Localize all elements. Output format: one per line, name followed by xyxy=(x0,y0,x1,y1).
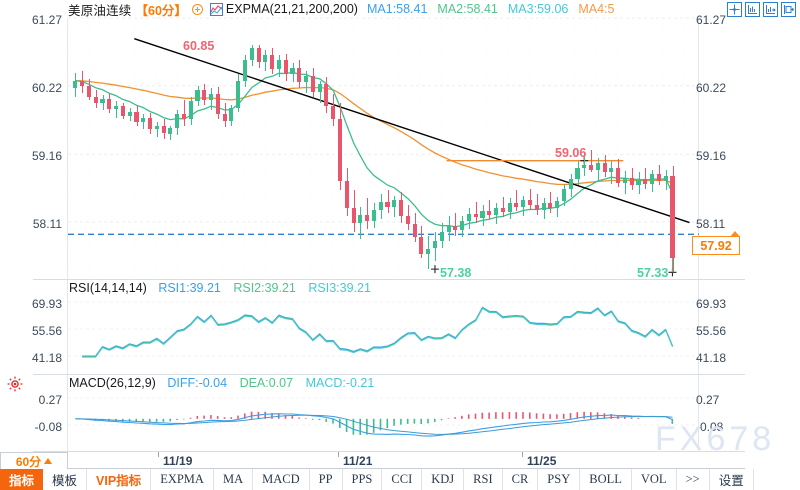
indicator-toolbar[interactable]: 指标 模板 VIP指标 EXPMA MA MACD PP PPS CCI KDJ RSI CR PSY B… xyxy=(0,469,800,490)
macd-name-label: MACD(26,12,9) xyxy=(69,376,156,390)
chart-scale-icon[interactable] xyxy=(745,2,760,17)
rsi-pane[interactable]: RSI(14,14,14) RSI1:39.21 RSI2:39.21 RSI3… xyxy=(32,280,745,375)
date-axis-label: 11/19 xyxy=(163,454,193,468)
price-axis-right: 61.27 60.22 59.16 58.11 57.92 xyxy=(690,13,745,279)
toolbar-item-6[interactable]: PP xyxy=(310,469,343,490)
indicator-name-label: EXPMA(21,21,200,200) xyxy=(225,2,358,16)
price-axis-right-label: 60.22 xyxy=(696,81,727,95)
date-axis-label: 11/25 xyxy=(527,454,557,468)
symbol-label: 美原油连续 xyxy=(68,3,132,18)
date-axis: 11/19 11/21 11/25 xyxy=(33,452,745,469)
price-plot-area[interactable]: 60.85 57.38 59.06 57.33 xyxy=(67,17,699,280)
toolbar-item-2[interactable]: VIP指标 xyxy=(87,469,152,490)
toolbar-spacer xyxy=(754,469,800,490)
toolbar-item-14[interactable]: VOL xyxy=(632,469,677,490)
rsi-axis-label: 55.56 xyxy=(31,324,62,338)
indicator-chart-icon[interactable] xyxy=(209,2,223,16)
toolbar-item-7[interactable]: PPS xyxy=(343,469,383,490)
triangle-up-icon xyxy=(44,458,53,464)
price-axis-left-label: 58.11 xyxy=(32,217,62,231)
chart-header: 美原油连续 【60分】 EXPMA(21,21,200,200) MA1:58.… xyxy=(0,0,800,18)
toolbar-item-10[interactable]: RSI xyxy=(464,469,503,490)
swing-low-annotation: 57.38 xyxy=(440,266,472,280)
price-chart-pane[interactable]: 61.27 60.22 59.16 58.11 61.27 60.22 59.1… xyxy=(32,13,745,280)
plus-circle-icon[interactable] xyxy=(191,3,203,15)
rsi-axis-right: 69.93 55.56 41.18 xyxy=(690,280,745,374)
last-price-tag: 57.92 xyxy=(692,236,740,255)
price-axis-left-label: 59.16 xyxy=(31,149,62,163)
rsi-axis-left: 69.93 55.56 41.18 xyxy=(0,280,66,374)
rsi1-value: RSI1:39.21 xyxy=(158,281,221,295)
chart-tool-buttons xyxy=(727,2,796,17)
rsi2-value: RSI2:39.21 xyxy=(233,281,296,295)
toolbar-item-15[interactable]: >> xyxy=(677,469,710,490)
ma1-value: MA1:58.41 xyxy=(366,2,428,16)
macd-pane[interactable]: MACD(26,12,9) DIFF:-0.04 DEA:0.07 MACD:-… xyxy=(33,375,745,452)
chart-fit-icon[interactable] xyxy=(763,2,778,17)
toolbar-item-4[interactable]: MA xyxy=(214,469,254,490)
toolbar-item-13[interactable]: BOLL xyxy=(580,469,632,490)
toolbar-item-8[interactable]: CCI xyxy=(382,469,423,490)
macd-series xyxy=(68,397,699,437)
price-overlay-lines xyxy=(67,17,699,280)
dea-value: DEA:0.07 xyxy=(239,376,294,390)
period-selector-button[interactable]: 60分 xyxy=(0,452,68,469)
ma3-value: MA3:59.06 xyxy=(507,2,569,16)
toolbar-item-16[interactable]: 设置 xyxy=(710,469,754,490)
macd-plot-area[interactable] xyxy=(68,375,699,451)
toolbar-item-11[interactable]: CR xyxy=(503,469,539,490)
price-axis-left-label: 61.27 xyxy=(31,13,62,27)
macd-axis-left: 0.27 -0.08 xyxy=(0,375,66,451)
price-axis-right-label: 59.16 xyxy=(696,149,727,163)
macd-axis-label: 0.27 xyxy=(38,393,62,407)
price-axis-right-label: 61.27 xyxy=(696,13,727,27)
rsi-name-label: RSI(14,14,14) xyxy=(69,281,147,295)
rsi-axis-label: 69.93 xyxy=(696,297,727,311)
diff-value: DIFF:-0.04 xyxy=(167,376,228,390)
period-button-label: 60分 xyxy=(15,454,42,469)
macd-axis-label: 0.27 xyxy=(696,393,720,407)
resistance-annotation: 59.06 xyxy=(555,146,587,160)
rsi-axis-label: 41.18 xyxy=(696,351,727,365)
last-price-arrow-icon xyxy=(730,231,740,237)
swing-high-annotation: 60.85 xyxy=(183,39,215,53)
macd-header: MACD(26,12,9) DIFF:-0.04 DEA:0.07 MACD:-… xyxy=(69,376,383,390)
rsi3-value: RSI3:39.21 xyxy=(308,281,371,295)
rsi-header: RSI(14,14,14) RSI1:39.21 RSI2:39.21 RSI3… xyxy=(69,281,380,295)
toolbar-item-3[interactable]: EXPMA xyxy=(151,469,214,490)
toolbar-item-12[interactable]: PSY xyxy=(538,469,581,490)
toolbar-item-5[interactable]: MACD xyxy=(253,469,310,490)
macd-axis-label: -0.08 xyxy=(696,420,724,434)
rsi-axis-label: 69.93 xyxy=(31,297,62,311)
rsi-axis-label: 55.56 xyxy=(696,324,727,338)
toolbar-item-1[interactable]: 模板 xyxy=(43,469,88,490)
last-low-annotation: 57.33 xyxy=(637,266,669,280)
price-axis-left-label: 60.22 xyxy=(31,81,62,95)
rsi-line-series xyxy=(68,301,699,358)
rsi-axis-label: 41.18 xyxy=(31,351,62,365)
chart-expand-icon[interactable] xyxy=(781,2,796,17)
ma2-value: MA2:58.41 xyxy=(437,2,498,16)
rsi-plot-area[interactable] xyxy=(68,280,699,374)
period-label: 【60分】 xyxy=(135,3,187,18)
price-axis-right-label: 58.11 xyxy=(696,217,726,231)
macd-axis-right: 0.27 -0.08 xyxy=(690,375,745,451)
ma4-value: MA4:5 xyxy=(578,2,615,16)
date-axis-label: 11/21 xyxy=(343,454,373,468)
crosshair-move-icon[interactable] xyxy=(727,2,742,17)
toolbar-item-9[interactable]: KDJ xyxy=(422,469,465,490)
macd-value: MACD:-0.21 xyxy=(305,376,375,390)
price-axis-left: 61.27 60.22 59.16 58.11 xyxy=(0,13,66,279)
macd-axis-label: -0.08 xyxy=(34,420,62,434)
sun-settings-icon[interactable] xyxy=(7,376,23,392)
toolbar-item-0[interactable]: 指标 xyxy=(0,469,44,490)
